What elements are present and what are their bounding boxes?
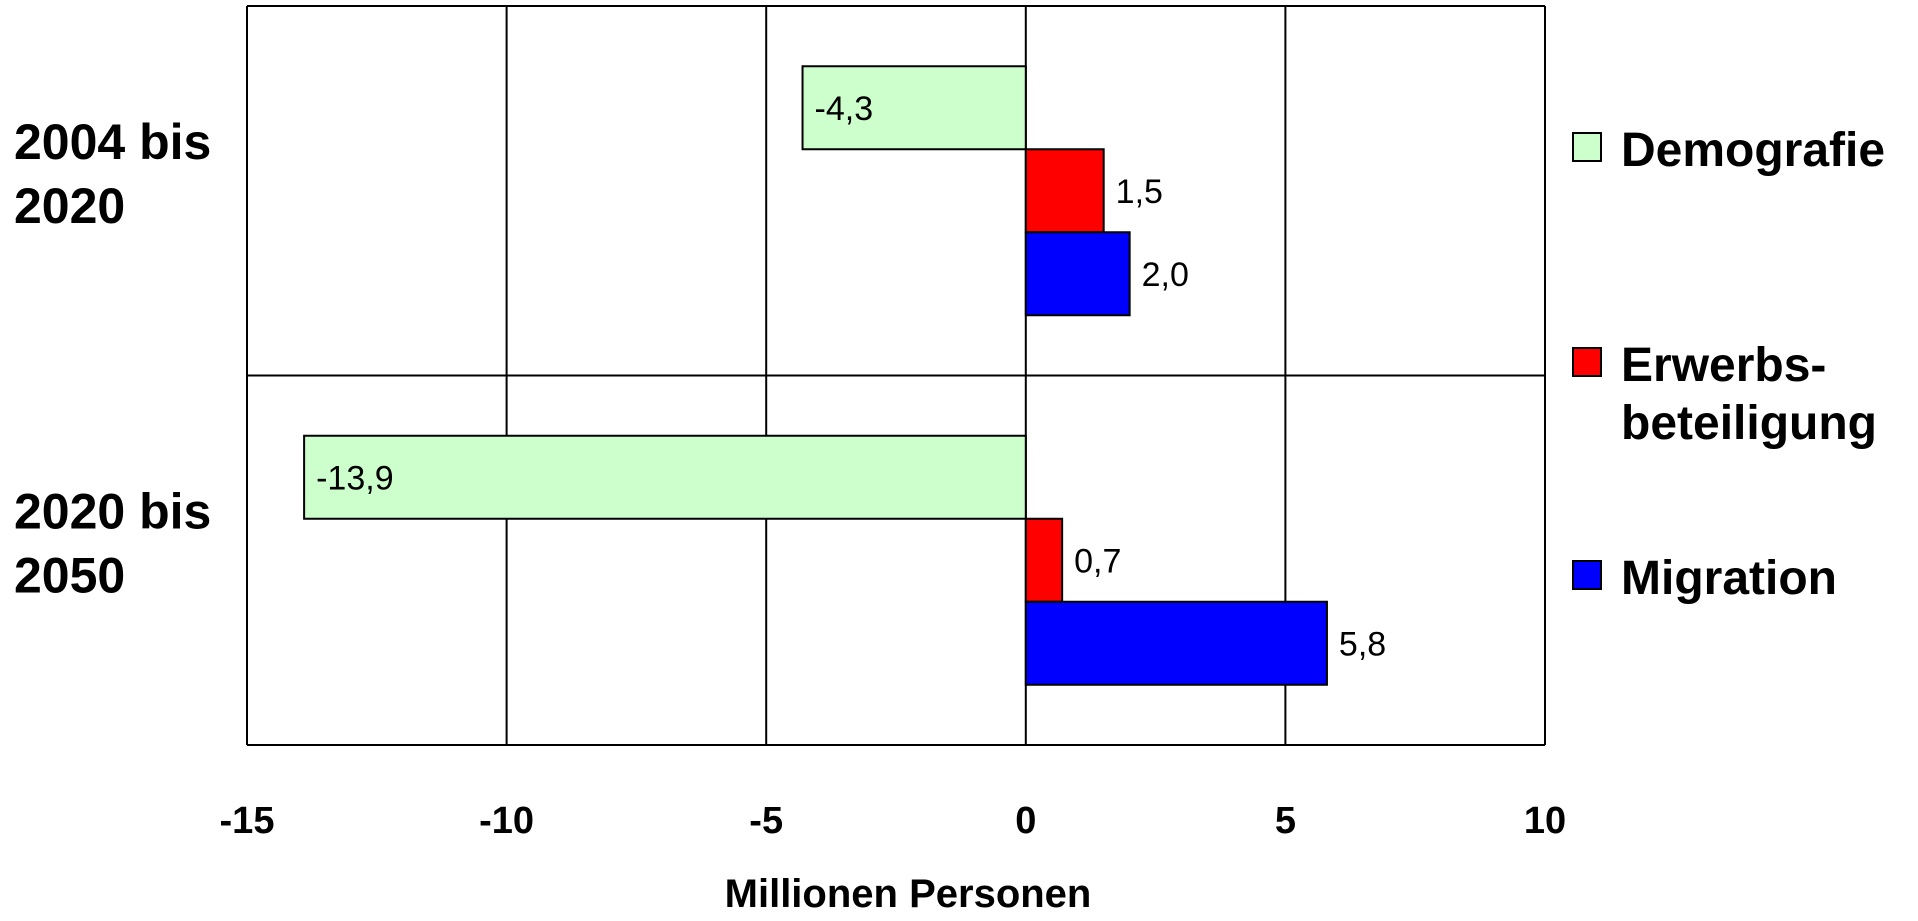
bar-demografie xyxy=(801,65,1027,151)
data-label: -13,9 xyxy=(316,459,394,497)
x-tick-label: -10 xyxy=(479,800,534,842)
data-label: 1,5 xyxy=(1116,173,1163,211)
x-tick-label: 0 xyxy=(1015,800,1036,842)
legend-swatch xyxy=(1572,347,1602,377)
data-label: 2,0 xyxy=(1142,256,1189,294)
bar-migration xyxy=(1024,231,1131,317)
legend-label: Migration xyxy=(1621,552,1837,605)
data-label: -4,3 xyxy=(815,90,874,128)
legend-label: beteiligung xyxy=(1621,397,1877,450)
data-label: 0,7 xyxy=(1074,542,1121,580)
x-tick-label: -15 xyxy=(220,800,275,842)
x-axis-title: Millionen Personen xyxy=(725,872,1092,916)
data-label: 5,8 xyxy=(1339,625,1386,663)
x-tick-label: -5 xyxy=(749,800,783,842)
category-label: 2020 xyxy=(14,178,125,234)
category-label: 2050 xyxy=(14,547,125,603)
bar-erwerbs-beteiligung xyxy=(1024,517,1064,603)
x-tick-label: 10 xyxy=(1524,800,1566,842)
bar-erwerbs-beteiligung xyxy=(1024,148,1105,234)
category-label: 2020 bis xyxy=(14,483,211,539)
category-label: 2004 bis xyxy=(14,114,211,170)
legend-label: Demografie xyxy=(1621,124,1885,177)
bar-demografie xyxy=(303,434,1027,520)
legend-swatch xyxy=(1572,132,1602,162)
legend-label: Erwerbs- xyxy=(1621,339,1826,392)
x-tick-label: 5 xyxy=(1275,800,1296,842)
bar-migration xyxy=(1024,600,1328,686)
legend-swatch xyxy=(1572,560,1602,590)
